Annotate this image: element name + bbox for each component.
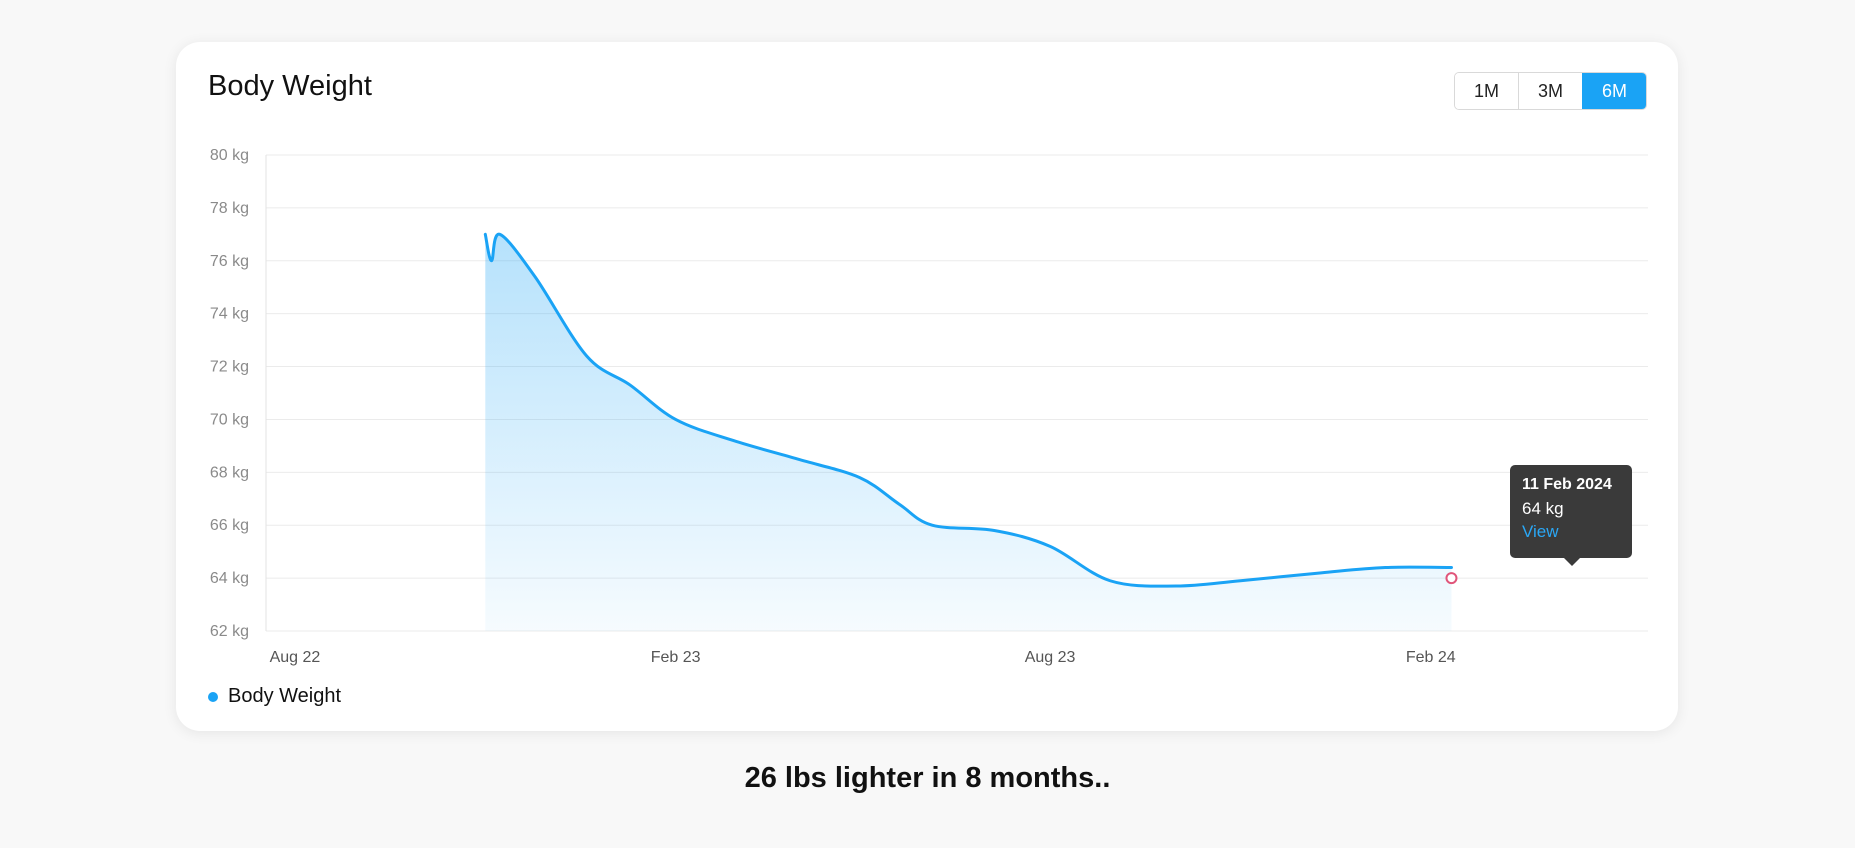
legend-marker bbox=[208, 691, 218, 702]
y-tick-label: 64 kg bbox=[210, 570, 249, 587]
y-tick-label: 68 kg bbox=[210, 464, 249, 481]
y-tick-label: 72 kg bbox=[210, 359, 249, 376]
highlight-point-marker bbox=[1445, 572, 1458, 585]
y-tick-label: 74 kg bbox=[210, 306, 249, 323]
tooltip-date: 11 Feb 2024 bbox=[1522, 476, 1612, 493]
weight-chart: 80 kg 78 kg 76 kg 74 kg 72 kg 70 kg 68 kg 66 kg… bbox=[210, 147, 1648, 666]
y-tick-label: 70 kg bbox=[210, 411, 249, 428]
y-tick-label: 66 kg bbox=[210, 517, 249, 534]
tooltip-view-link[interactable]: View bbox=[1522, 522, 1559, 541]
tooltip-value: 64 kg bbox=[1522, 499, 1564, 518]
caption: 26 lbs lighter in 8 months.. bbox=[744, 762, 1111, 794]
data-tooltip: 11 Feb 2024 64 kg View bbox=[1510, 465, 1632, 566]
x-tick-label: Aug 22 bbox=[270, 649, 321, 666]
x-tick-label: Aug 23 bbox=[1025, 649, 1076, 666]
range-6m-button[interactable]: 6M bbox=[1582, 73, 1646, 109]
chart-legend[interactable]: Body Weight bbox=[208, 685, 341, 708]
range-3m-button[interactable]: 3M bbox=[1518, 73, 1582, 109]
chart-card: Body Weight 1M 3M 6M 80 kg 78 kg 76 kg 74 k… bbox=[176, 42, 1678, 731]
x-tick-label: Feb 23 bbox=[651, 649, 701, 666]
series-line bbox=[483, 232, 1453, 588]
x-tick-label: Feb 24 bbox=[1406, 649, 1456, 666]
legend-label: Body Weight bbox=[228, 685, 342, 707]
range-1m-button[interactable]: 1M bbox=[1455, 73, 1518, 109]
y-tick-label: 80 kg bbox=[210, 147, 249, 164]
y-tick-label: 76 kg bbox=[210, 253, 249, 270]
range-selector: 1M 3M 6M bbox=[1454, 72, 1647, 110]
y-tick-label: 62 kg bbox=[210, 623, 249, 640]
series-area bbox=[485, 234, 1452, 631]
card-title: Body Weight bbox=[208, 70, 372, 102]
y-tick-label: 78 kg bbox=[210, 200, 249, 217]
